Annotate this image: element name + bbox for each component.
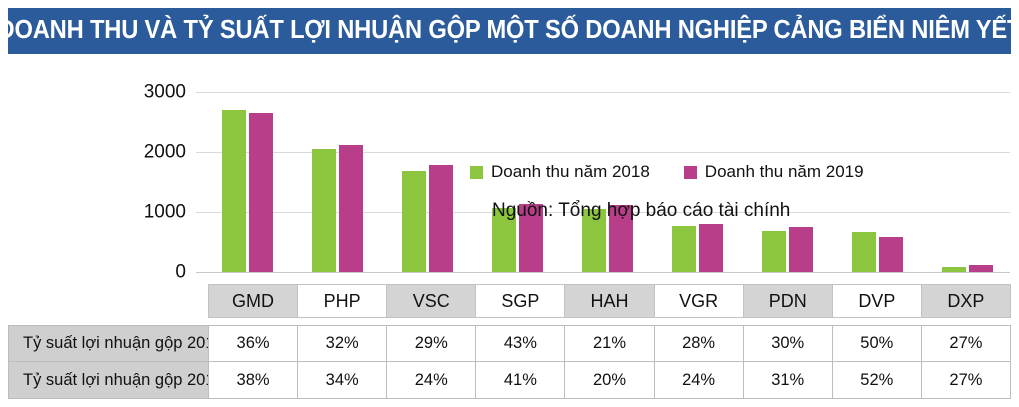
table-row-label: Tỷ suất lợi nhuận gộp 2018 bbox=[8, 325, 224, 362]
category-cell-php: PHP bbox=[297, 284, 387, 318]
bar-group bbox=[388, 92, 478, 272]
bar-groups bbox=[208, 62, 1018, 284]
bar-group bbox=[838, 92, 928, 272]
table-cell-dxp: 27% bbox=[920, 325, 1011, 362]
y-tick-label: 1000 bbox=[143, 201, 186, 223]
bar bbox=[879, 237, 903, 272]
table-row-cells: 36% 32% 29% 43% 21% 28% 30% 50% 27% bbox=[208, 325, 1011, 362]
bar-group bbox=[208, 92, 298, 272]
bar bbox=[969, 265, 993, 272]
bar bbox=[249, 113, 273, 272]
bar bbox=[789, 227, 813, 272]
legend-label: Doanh thu năm 2019 bbox=[704, 162, 864, 181]
bar bbox=[609, 205, 633, 272]
table-cell-dxp: 27% bbox=[920, 362, 1011, 399]
bar bbox=[672, 225, 696, 272]
legend-item: Doanh thu năm 2018 bbox=[470, 162, 650, 182]
category-cell-vsc: VSC bbox=[386, 284, 476, 318]
plot-area bbox=[196, 62, 1010, 284]
table-row: Tỷ suất lợi nhuận gộp 2019 38% 34% 24% 41% 20… bbox=[8, 362, 1011, 399]
bar-chart: 0 1000 2000 3000 Doanh thu năm 2018 Doanh th… bbox=[0, 62, 1019, 284]
table-cell-sgp: 43% bbox=[475, 325, 565, 362]
bar-group bbox=[928, 92, 1018, 272]
category-label-strip: GMD PHP VSC SGP HAH VGR PDN DVP DXP bbox=[208, 284, 1011, 318]
table-cell-php: 32% bbox=[297, 325, 387, 362]
bar bbox=[312, 149, 336, 272]
y-tick-label: 2000 bbox=[143, 141, 186, 163]
bar bbox=[339, 145, 363, 272]
table-cell-hah: 21% bbox=[564, 325, 654, 362]
legend-item: Doanh thu năm 2019 bbox=[683, 162, 864, 182]
source-note: Nguồn: Tổng hợp báo cáo tài chính bbox=[492, 200, 791, 221]
bar bbox=[762, 230, 786, 272]
gridline bbox=[196, 272, 1010, 273]
gridline bbox=[196, 152, 1010, 153]
title-banner: DOANH THU VÀ TỶ SUẤT LỢI NHUẬN GỘP MỘT S… bbox=[0, 8, 1019, 54]
margin-data-table: Tỷ suất lợi nhuận gộp 2018 36% 32% 29% 43% 21… bbox=[8, 325, 1011, 399]
y-tick-label: 3000 bbox=[143, 81, 186, 103]
category-cell-hah: HAH bbox=[564, 284, 654, 318]
table-cell-gmd: 38% bbox=[208, 362, 298, 399]
table-cell-gmd: 36% bbox=[208, 325, 298, 362]
category-cell-sgp: SGP bbox=[475, 284, 565, 318]
bar bbox=[852, 232, 876, 272]
legend-swatch-2019 bbox=[683, 165, 697, 179]
gridline bbox=[196, 92, 1010, 93]
bar bbox=[942, 266, 966, 272]
table-cell-vsc: 29% bbox=[386, 325, 476, 362]
table-row-label: Tỷ suất lợi nhuận gộp 2019 bbox=[8, 362, 224, 399]
table-cell-pdn: 30% bbox=[742, 325, 832, 362]
category-cell-dxp: DXP bbox=[920, 284, 1011, 318]
bar-group bbox=[298, 92, 388, 272]
table-cell-php: 34% bbox=[297, 362, 387, 399]
legend-label: Doanh thu năm 2018 bbox=[491, 162, 650, 181]
table-cell-pdn: 31% bbox=[742, 362, 832, 399]
table-row-cells: 38% 34% 24% 41% 20% 24% 31% 52% 27% bbox=[208, 362, 1011, 399]
bar bbox=[429, 164, 453, 272]
bar bbox=[492, 207, 516, 272]
bar-group bbox=[568, 92, 658, 272]
table-row: Tỷ suất lợi nhuận gộp 2018 36% 32% 29% 43% 21… bbox=[8, 325, 1011, 362]
table-cell-vsc: 24% bbox=[386, 362, 476, 399]
table-cell-hah: 20% bbox=[564, 362, 654, 399]
bar-group bbox=[748, 92, 838, 272]
table-cell-vgr: 24% bbox=[653, 362, 743, 399]
bar bbox=[519, 204, 543, 272]
table-cell-dvp: 52% bbox=[831, 362, 921, 399]
table-cell-dvp: 50% bbox=[831, 325, 921, 362]
table-cell-vgr: 28% bbox=[653, 325, 743, 362]
legend-swatch-2018 bbox=[470, 165, 483, 179]
y-tick-label: 0 bbox=[175, 261, 186, 283]
bar bbox=[402, 170, 426, 272]
bar-group bbox=[478, 92, 568, 272]
table-cell-sgp: 41% bbox=[475, 362, 565, 399]
bar-group bbox=[658, 92, 748, 272]
page-title: DOANH THU VÀ TỶ SUẤT LỢI NHUẬN GỘP MỘT S… bbox=[0, 16, 1019, 45]
bar bbox=[699, 224, 723, 272]
bar bbox=[582, 209, 606, 272]
category-cell-vgr: VGR bbox=[653, 284, 743, 318]
chart-legend: Doanh thu năm 2018 Doanh thu năm 2019 bbox=[470, 162, 864, 182]
category-cell-gmd: GMD bbox=[208, 284, 298, 318]
bar bbox=[222, 110, 246, 272]
category-cell-pdn: PDN bbox=[742, 284, 832, 318]
category-cell-dvp: DVP bbox=[831, 284, 921, 318]
y-axis: 0 1000 2000 3000 bbox=[120, 62, 186, 284]
